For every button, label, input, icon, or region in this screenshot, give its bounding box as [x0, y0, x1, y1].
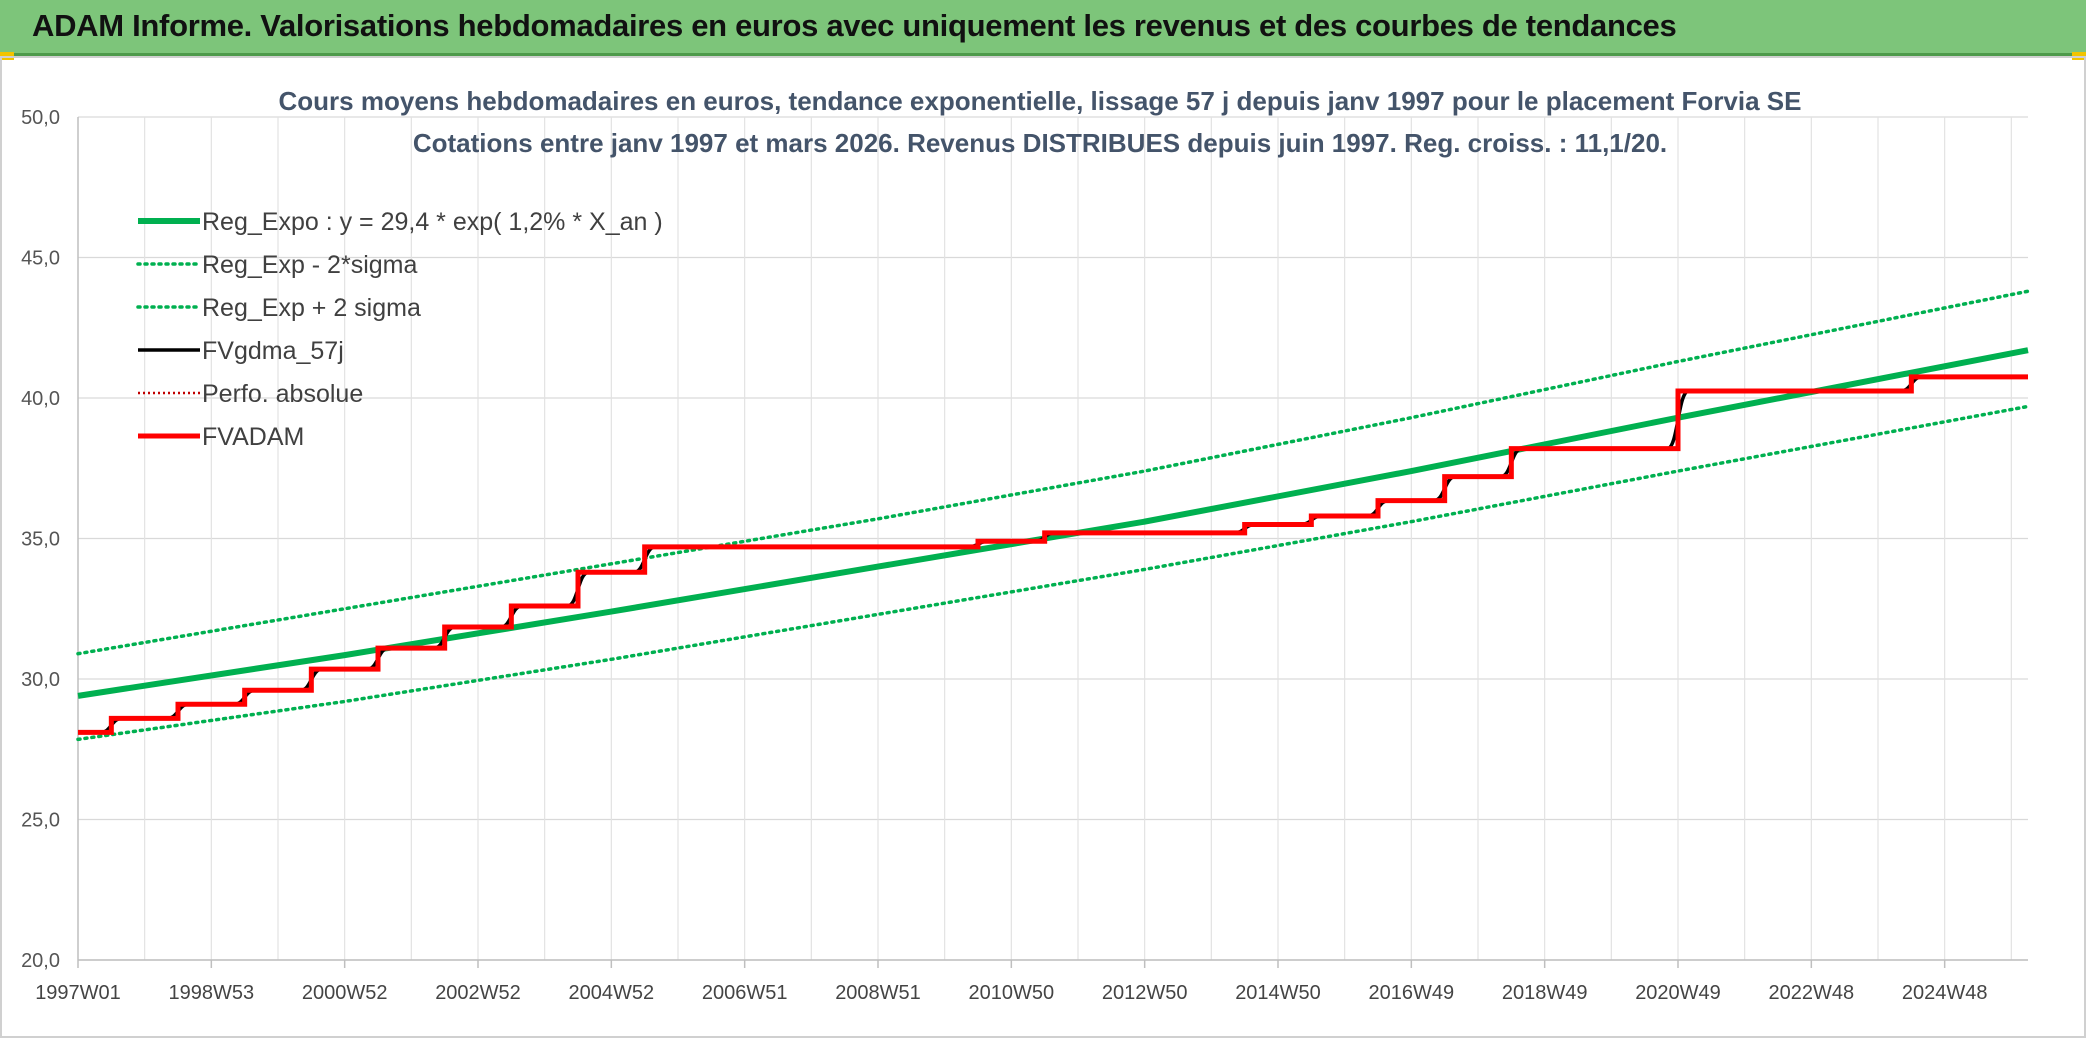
legend: Reg_Expo : y = 29,4 * exp( 1,2% * X_an )… [136, 208, 663, 451]
x-tick-label: 2020W49 [1635, 982, 1721, 1004]
reg-expo-line [77, 347, 2029, 699]
x-tick-label: 2012W50 [1102, 982, 1188, 1004]
reg-exp-plus-2sigma-line [76, 289, 2030, 656]
y-tick-labels: 20,0 25,0 30,0 35,0 40,0 45,0 50,0 [21, 107, 60, 972]
legend-label: Reg_Exp + 2 sigma [202, 294, 421, 322]
y-tick-label: 30,0 [21, 669, 60, 691]
x-tick-label: 2004W52 [569, 982, 655, 1004]
chart-title: Cours moyens hebdomadaires en euros, ten… [279, 86, 1802, 116]
x-tick-label: 2016W49 [1369, 982, 1455, 1004]
x-tick-labels: 1997W01 1998W53 2000W52 2002W52 2004W52 2006W… [35, 982, 1987, 1004]
x-tick-label: 2014W50 [1235, 982, 1321, 1004]
y-tick-label: 45,0 [21, 248, 60, 270]
x-tick-label: 2024W48 [1902, 982, 1988, 1004]
x-tick-label: 2010W50 [969, 982, 1055, 1004]
report-title: ADAM Informe. Valorisations hebdomadaire… [32, 8, 1677, 43]
y-tick-label: 40,0 [21, 388, 60, 410]
y-tick-label: 25,0 [21, 810, 60, 832]
x-tick-label: 1997W01 [35, 982, 121, 1004]
report-banner: ADAM Informe. Valorisations hebdomadaire… [0, 0, 2086, 56]
legend-label: FVADAM [202, 423, 304, 451]
chart-subtitle: Cotations entre janv 1997 et mars 2026. … [413, 128, 1667, 158]
axes [77, 117, 2028, 968]
x-tick-label: 2000W52 [302, 982, 388, 1004]
y-tick-label: 35,0 [21, 529, 60, 551]
y-tick-label: 50,0 [21, 107, 60, 129]
legend-label: Perfo. absolue [202, 380, 363, 408]
y-tick-label: 20,0 [21, 950, 60, 972]
fvadam-line [78, 374, 2028, 735]
legend-label: Reg_Exp - 2*sigma [202, 251, 417, 279]
series-lines [76, 289, 2030, 742]
x-tick-label: 2022W48 [1769, 982, 1855, 1004]
chart-frame [0, 56, 2086, 1038]
grid-lines [78, 116, 2028, 961]
x-tick-label: 2018W49 [1502, 982, 1588, 1004]
legend-label: Reg_Expo : y = 29,4 * exp( 1,2% * X_an ) [202, 208, 663, 236]
x-tick-label: 2008W51 [835, 982, 921, 1004]
reg-exp-minus-2sigma-line [76, 404, 2030, 742]
x-tick-label: 2002W52 [435, 982, 521, 1004]
x-tick-label: 1998W53 [169, 982, 255, 1004]
x-tick-label: 2006W51 [702, 982, 788, 1004]
legend-label: FVgdma_57j [202, 337, 344, 365]
